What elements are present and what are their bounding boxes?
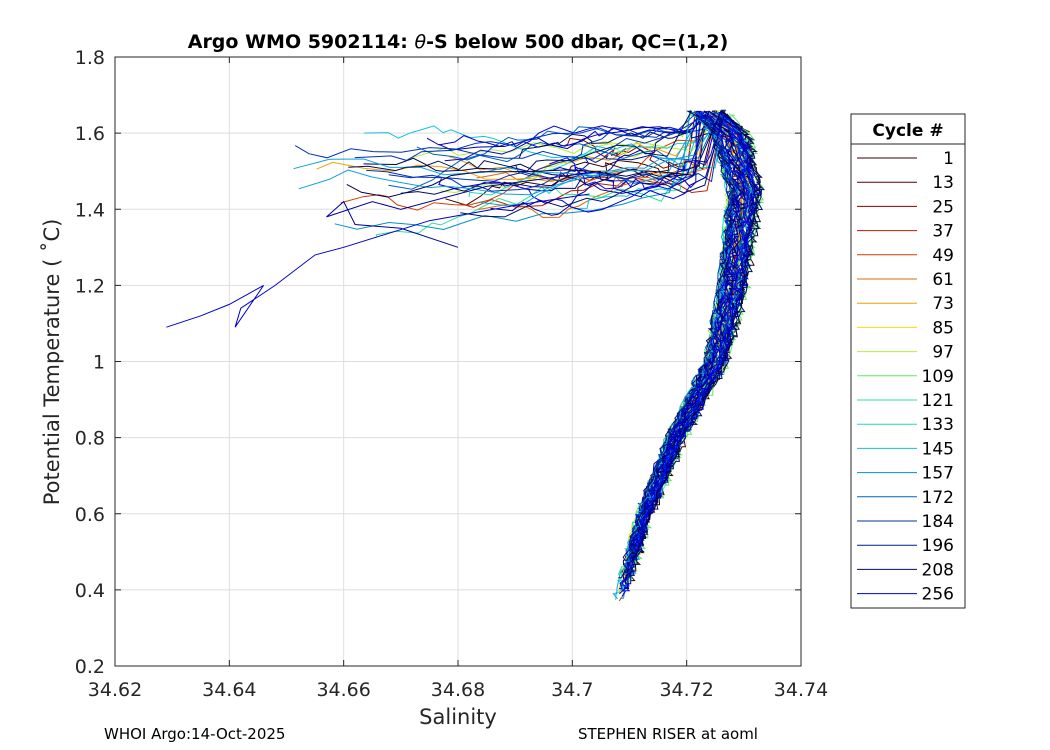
legend-label: 133 bbox=[922, 415, 954, 435]
legend-label: 157 bbox=[922, 464, 954, 484]
x-tick-label: 34.7 bbox=[551, 679, 593, 701]
legend-label: 61 bbox=[932, 270, 954, 290]
profile-traces bbox=[166, 110, 764, 601]
title-theta: θ bbox=[414, 31, 426, 53]
y-tick-label: 1.4 bbox=[75, 199, 105, 221]
profile-trace bbox=[411, 111, 756, 574]
y-tick-label: 1.6 bbox=[75, 123, 105, 145]
legend-label: 121 bbox=[922, 391, 954, 411]
y-tick-label: 1.8 bbox=[75, 47, 105, 69]
profile-trace bbox=[364, 111, 747, 542]
footer-right: STEPHEN RISER at aoml bbox=[578, 725, 758, 743]
legend-label: 256 bbox=[922, 585, 954, 605]
y-tick-label: 0.8 bbox=[75, 428, 105, 450]
profile-trace bbox=[388, 116, 752, 590]
legend-title: Cycle # bbox=[872, 121, 943, 141]
y-tick-label: 1 bbox=[93, 352, 105, 374]
legend-label: 145 bbox=[922, 439, 954, 459]
y-tick-label: 0.2 bbox=[75, 656, 105, 678]
y-axis-ticks: 0.2 0.4 0.6 0.8 1 1.2 1.4 1.6 1.8 bbox=[75, 47, 801, 678]
legend-label: 109 bbox=[922, 367, 954, 387]
legend-label: 97 bbox=[932, 343, 954, 363]
legend-label: 184 bbox=[922, 512, 954, 532]
legend-label: 196 bbox=[922, 536, 954, 556]
x-tick-label: 34.68 bbox=[431, 679, 485, 701]
x-tick-label: 34.72 bbox=[659, 679, 713, 701]
legend-label: 85 bbox=[932, 318, 954, 338]
y-tick-label: 0.6 bbox=[75, 504, 105, 526]
legend-label: 1 bbox=[943, 149, 954, 169]
profile-trace-intrusion bbox=[166, 194, 589, 327]
x-axis-label: Salinity bbox=[419, 705, 497, 729]
legend-label: 13 bbox=[932, 173, 954, 193]
y-tick-label: 1.2 bbox=[75, 275, 105, 297]
x-tick-label: 34.62 bbox=[88, 679, 142, 701]
legend-label: 37 bbox=[932, 222, 954, 242]
legend: Cycle # 1 13 25 37 49 61 73 85 97 109 121 133 145 157… bbox=[851, 114, 965, 608]
title-prefix: Argo WMO 5902114: bbox=[188, 31, 415, 53]
y-axis-label: Potential Temperature ( ˚C) bbox=[40, 219, 64, 506]
x-tick-label: 34.64 bbox=[202, 679, 256, 701]
profile-trace bbox=[347, 111, 762, 584]
legend-label: 208 bbox=[922, 560, 954, 580]
legend-label: 49 bbox=[932, 246, 954, 266]
title-suffix: -S below 500 dbar, QC=(1,2) bbox=[426, 31, 728, 53]
x-tick-label: 34.66 bbox=[316, 679, 370, 701]
profile-trace bbox=[366, 113, 756, 551]
y-tick-label: 0.4 bbox=[75, 580, 105, 602]
figure: Argo WMO 5902114: θ-S below 500 dbar, QC… bbox=[0, 0, 1050, 750]
footer-left: WHOI Argo:14-Oct-2025 bbox=[104, 725, 285, 743]
x-tick-label: 34.74 bbox=[774, 679, 828, 701]
chart-title: Argo WMO 5902114: θ-S below 500 dbar, QC… bbox=[188, 31, 729, 53]
legend-label: 172 bbox=[922, 488, 954, 508]
legend-label: 73 bbox=[932, 294, 954, 314]
legend-label: 25 bbox=[932, 197, 954, 217]
